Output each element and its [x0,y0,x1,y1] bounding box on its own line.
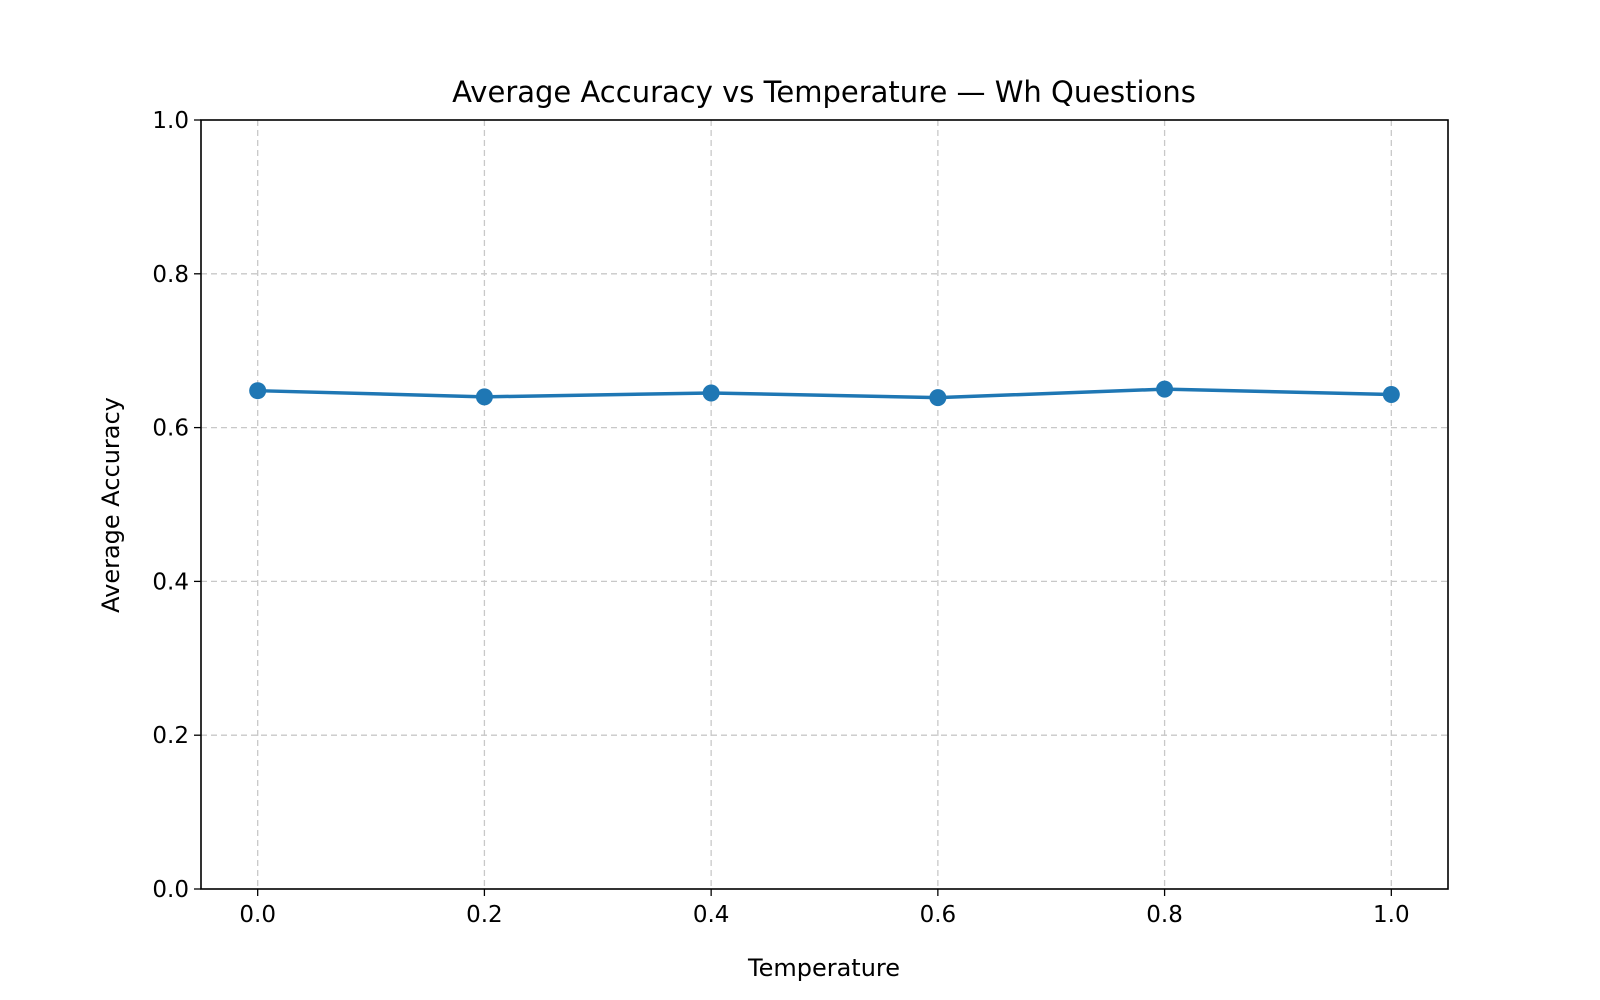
y-axis-label: Average Accuracy [97,397,125,613]
y-tick-label: 0.0 [152,877,189,903]
grid [201,120,1448,889]
x-axis-label: Temperature [747,954,900,982]
data-point [702,384,720,402]
x-tick-label: 0.2 [466,902,503,928]
ticks: 0.0 0.2 0.4 0.6 0.8 1.0 0.0 0.2 0.4 0.6 0.8 1.0 [152,108,1409,928]
chart-title: Average Accuracy vs Temperature — Wh Que… [452,75,1196,109]
data-point [1382,386,1400,404]
data-point [1156,380,1174,398]
x-tick-label: 0.6 [920,902,957,928]
data-point [929,389,947,407]
series-line [257,387,1392,400]
y-tick-label: 1.0 [152,108,189,134]
x-tick-label: 0.4 [693,902,730,928]
x-tick-label: 0.0 [239,902,276,928]
y-tick-label: 0.8 [152,262,189,288]
plot-frame [200,119,1449,890]
y-tick-label: 0.6 [152,416,189,442]
data-point [475,388,493,406]
x-tick-label: 1.0 [1373,902,1410,928]
data-point [249,382,267,400]
y-tick-label: 0.2 [152,723,189,749]
series [249,380,1400,407]
y-tick-label: 0.4 [152,569,189,595]
x-tick-label: 0.8 [1146,902,1183,928]
